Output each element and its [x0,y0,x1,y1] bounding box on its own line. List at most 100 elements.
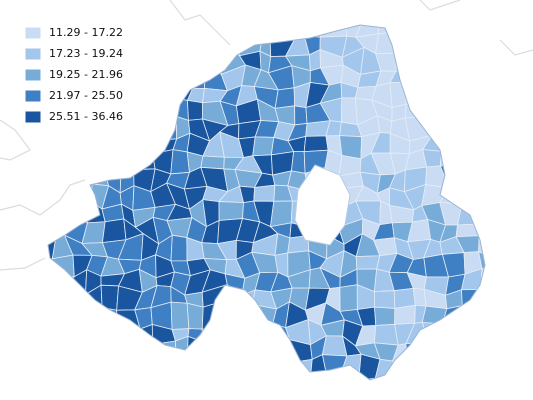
map-region [186,335,206,362]
map-region [138,30,161,53]
map-region [441,388,463,400]
map-region [101,218,127,244]
map-region [200,155,225,170]
map-region [497,55,511,72]
map-region [477,186,485,211]
map-region [69,183,93,203]
map-region [496,184,511,209]
map-region [170,149,190,175]
map-region [121,30,144,54]
map-region [457,203,479,226]
map-region [150,115,178,142]
coastline [0,179,86,216]
map-region [340,97,358,126]
map-region [66,375,93,380]
map-region [257,390,274,400]
map-region [120,25,144,36]
map-region [463,335,476,360]
legend-swatch [24,89,42,103]
map-region [83,388,107,400]
map-region [218,389,239,400]
map-region [325,387,340,400]
map-region [473,97,485,125]
map-region [440,32,462,58]
map-region [100,375,127,380]
map-region [201,327,228,346]
coastline [0,119,31,161]
map-region [441,131,465,152]
map-region [286,358,313,376]
map-region [357,377,380,380]
map-region [474,80,485,102]
map-region [132,82,152,103]
map-region [492,374,510,394]
map-region [427,373,444,380]
map-region [497,71,511,89]
map-region [439,183,464,205]
map-region [294,25,308,40]
map-region [474,323,485,343]
map-region [48,274,55,291]
map-region [48,337,53,364]
map-region [176,378,195,380]
map-region [236,320,261,344]
map-region [200,25,227,39]
map-region [48,258,53,278]
map-region [497,290,517,312]
coastline [0,257,46,271]
map-region [456,97,477,125]
map-region [495,81,515,100]
legend-label: 21.97 - 25.50 [49,89,123,102]
map-region [473,33,485,58]
map-region [104,156,126,173]
map-region [201,354,226,379]
legend: 11.29 - 17.22 17.23 - 19.24 19.25 - 21.96 2… [24,26,123,124]
map-region [324,374,341,380]
map-region [68,338,92,363]
map-region [211,389,220,400]
map-region [149,64,176,84]
map-region [153,352,178,380]
map-region [73,358,93,379]
map-region [82,374,102,380]
map-region [134,388,157,400]
map-region [424,68,443,88]
map-region [102,388,121,400]
map-region [139,133,154,155]
map-region [490,243,517,261]
coastline [419,0,461,11]
map-region [51,165,72,195]
coastline [499,39,533,56]
map-region [67,388,92,400]
map-region [48,218,56,241]
map-region [48,373,57,380]
map-region [224,35,241,57]
map-region [474,62,485,88]
map-region [124,133,141,158]
map-region [100,318,124,344]
map-region [438,114,465,136]
map-region [48,287,55,308]
map-region [374,306,396,326]
map-region [425,81,450,108]
map-region [175,351,188,380]
map-region [497,268,516,292]
map-region [201,373,221,380]
map-region [495,34,511,57]
map-region [499,362,510,377]
map-region [461,183,481,211]
map-region [421,305,448,325]
legend-swatch [24,68,42,82]
map-region [391,360,408,380]
map-region [473,118,485,138]
map-region [170,301,190,330]
map-region [492,392,509,400]
map-region [407,25,432,41]
map-region [224,25,239,39]
coastline [169,0,231,46]
map-region [150,98,177,126]
map-region [456,323,477,343]
map-region [286,370,312,380]
map-region [172,31,195,52]
map-region [310,374,327,380]
